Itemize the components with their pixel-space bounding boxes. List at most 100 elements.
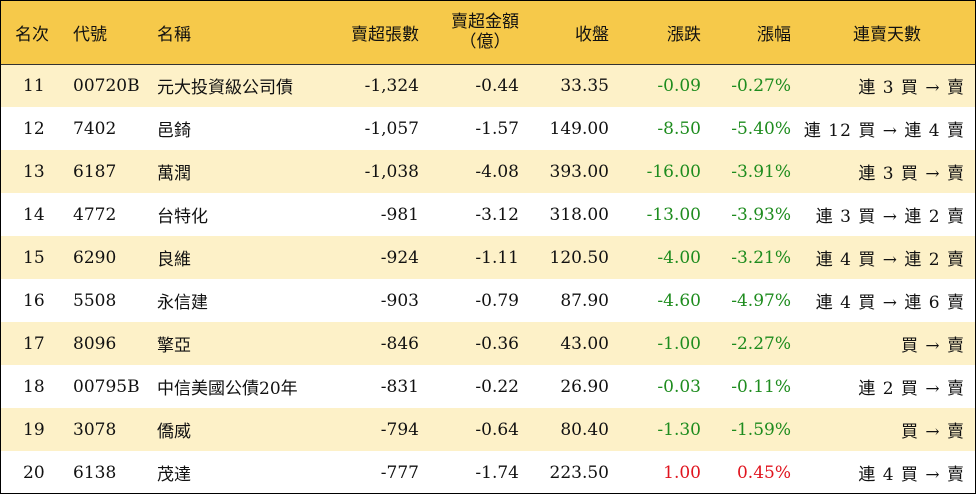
cell-streak: 連 12 買 → 連 4 賣 (803, 121, 965, 141)
cell-code: 00720B (73, 75, 140, 96)
cell-close: 120.50 (549, 247, 609, 268)
cell-rank: 17 (23, 333, 45, 354)
table-row: 17 8096 擎亞 -846 -0.36 43.00 -1.00 -2.27%… (1, 322, 975, 365)
table-header-row: 名次 代號 名稱 賣超張數 賣超金額 （億） 收盤 漲跌 漲幅 連賣天數 (1, 1, 975, 65)
table-row: 20 6138 茂達 -777 -1.74 223.50 1.00 0.45% … (1, 451, 975, 493)
header-rank: 名次 (1, 1, 63, 65)
cell-change-pct: -3.93% (731, 204, 791, 225)
cell-amount: -0.22 (475, 376, 519, 397)
cell-code: 8096 (73, 333, 117, 354)
cell-close: 87.90 (560, 290, 609, 311)
cell-change-pct: -0.11% (731, 376, 791, 397)
cell-change: -0.09 (657, 75, 701, 96)
cell-change: -4.60 (657, 290, 701, 311)
table-row: 15 6290 良維 -924 -1.11 120.50 -4.00 -3.21… (1, 236, 975, 279)
cell-amount: -0.44 (475, 75, 519, 96)
cell-close: 223.50 (549, 462, 609, 483)
cell-lots: -777 (380, 462, 419, 483)
cell-lots: -981 (380, 204, 419, 225)
table-row: 19 3078 僑威 -794 -0.64 80.40 -1.30 -1.59%… (1, 408, 975, 451)
cell-amount: -0.64 (475, 419, 519, 440)
cell-change-pct: 0.45% (736, 462, 791, 483)
header-net-sell-lots: 賣超張數 (319, 1, 425, 65)
cell-close: 80.40 (560, 419, 609, 440)
cell-rank: 14 (23, 204, 45, 225)
cell-rank: 16 (23, 290, 45, 311)
cell-lots: -1,057 (364, 118, 419, 139)
cell-name: 僑威 (157, 422, 191, 442)
cell-change: -13.00 (646, 204, 701, 225)
cell-name: 元大投資級公司債 (157, 78, 293, 99)
cell-change-pct: -0.27% (731, 75, 791, 96)
cell-name: 萬潤 (157, 164, 191, 184)
cell-code: 6138 (73, 462, 117, 483)
cell-streak: 連 3 買 → 賣 (858, 164, 965, 184)
cell-streak: 連 3 買 → 賣 (858, 78, 965, 99)
cell-code: 00795B (73, 376, 140, 397)
header-change-pct: 漲幅 (707, 1, 797, 65)
cell-change: -16.00 (646, 161, 701, 182)
cell-change-pct: -1.59% (731, 419, 791, 440)
cell-change-pct: -3.91% (731, 161, 791, 182)
cell-change: 1.00 (663, 462, 701, 483)
table-row: 12 7402 邑錡 -1,057 -1.57 149.00 -8.50 -5.… (1, 107, 975, 150)
cell-change: -0.03 (657, 376, 701, 397)
cell-lots: -831 (380, 376, 419, 397)
cell-rank: 20 (23, 462, 45, 483)
cell-change-pct: -5.40% (731, 118, 791, 139)
cell-close: 393.00 (549, 161, 609, 182)
cell-streak: 連 2 買 → 賣 (858, 379, 965, 399)
table-body: 11 00720B 元大投資級公司債 -1,324 -0.44 33.35 -0… (1, 64, 975, 493)
cell-rank: 11 (23, 75, 45, 96)
cell-close: 149.00 (549, 118, 609, 139)
header-change: 漲跌 (615, 1, 707, 65)
cell-name: 良維 (157, 250, 191, 270)
cell-amount: -3.12 (475, 204, 519, 225)
cell-rank: 15 (23, 247, 45, 268)
cell-lots: -1,324 (364, 75, 419, 96)
table-row: 13 6187 萬潤 -1,038 -4.08 393.00 -16.00 -3… (1, 150, 975, 193)
header-net-sell-amount: 賣超金額 （億） (425, 1, 525, 65)
cell-rank: 19 (23, 419, 45, 440)
cell-lots: -794 (380, 419, 419, 440)
cell-name: 永信建 (157, 293, 208, 313)
cell-change: -1.00 (657, 333, 701, 354)
header-streak: 連賣天數 (797, 1, 975, 65)
cell-change-pct: -4.97% (731, 290, 791, 311)
cell-streak: 連 4 買 → 賣 (858, 465, 965, 485)
cell-close: 43.00 (560, 333, 609, 354)
cell-change-pct: -3.21% (731, 247, 791, 268)
cell-change: -8.50 (657, 118, 701, 139)
table-row: 11 00720B 元大投資級公司債 -1,324 -0.44 33.35 -0… (1, 64, 975, 107)
cell-code: 6290 (73, 247, 117, 268)
cell-name: 擎亞 (157, 336, 191, 356)
cell-lots: -903 (380, 290, 419, 311)
cell-amount: -1.74 (475, 462, 519, 483)
cell-name: 茂達 (157, 465, 191, 485)
cell-close: 318.00 (549, 204, 609, 225)
cell-change-pct: -2.27% (731, 333, 791, 354)
cell-streak: 連 4 買 → 連 2 賣 (815, 250, 965, 270)
table-row: 14 4772 台特化 -981 -3.12 318.00 -13.00 -3.… (1, 193, 975, 236)
cell-streak: 連 4 買 → 連 6 賣 (815, 293, 965, 313)
cell-code: 5508 (73, 290, 117, 311)
cell-streak: 買 → 賣 (900, 422, 965, 442)
header-close: 收盤 (525, 1, 615, 65)
cell-amount: -1.11 (475, 247, 519, 268)
cell-code: 3078 (73, 419, 117, 440)
cell-name: 中信美國公債20年 (157, 379, 298, 399)
cell-lots: -924 (380, 247, 419, 268)
header-code: 代號 (63, 1, 147, 65)
cell-code: 7402 (73, 118, 117, 139)
cell-close: 26.90 (560, 376, 609, 397)
cell-amount: -1.57 (475, 118, 519, 139)
cell-lots: -1,038 (364, 161, 419, 182)
table-row: 18 00795B 中信美國公債20年 -831 -0.22 26.90 -0.… (1, 365, 975, 408)
cell-amount: -4.08 (475, 161, 519, 182)
cell-rank: 13 (23, 161, 45, 182)
table-row: 16 5508 永信建 -903 -0.79 87.90 -4.60 -4.97… (1, 279, 975, 322)
cell-change: -4.00 (657, 247, 701, 268)
cell-amount: -0.36 (475, 333, 519, 354)
header-net-sell-amount-line1: 賣超金額 (451, 12, 519, 33)
